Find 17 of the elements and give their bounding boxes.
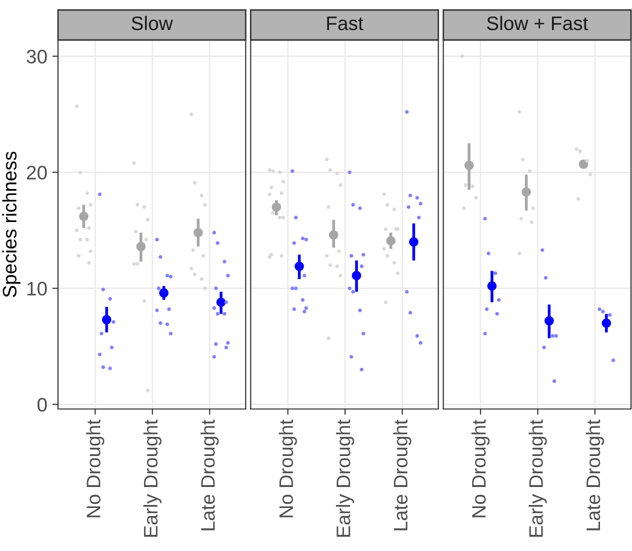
- chart-title: Slow + Fast: [486, 16, 588, 30]
- x-tick-label: No Drought: [86, 420, 104, 518]
- x-tick-label: Early Drought: [336, 420, 354, 537]
- x-tick-label: Early Drought: [528, 420, 547, 537]
- chart-title: Slow: [132, 16, 173, 30]
- chart-title: Fast: [327, 16, 364, 30]
- y-tick-label: 0: [38, 398, 47, 412]
- x-tick-label: No Drought: [471, 420, 490, 518]
- y-tick-label: 30: [26, 50, 47, 64]
- x-tick-label: No Drought: [278, 420, 297, 518]
- y-tick-label: 10: [27, 282, 47, 296]
- y-tick-label: 20: [26, 166, 47, 180]
- x-tick-label: Late Drought: [200, 420, 219, 530]
- x-tick-label: Late Drought: [393, 420, 412, 530]
- x-tick-label: Late Drought: [586, 420, 604, 530]
- y-axis-title: Species richness: [2, 152, 20, 298]
- x-tick-label: Early Drought: [143, 420, 162, 537]
